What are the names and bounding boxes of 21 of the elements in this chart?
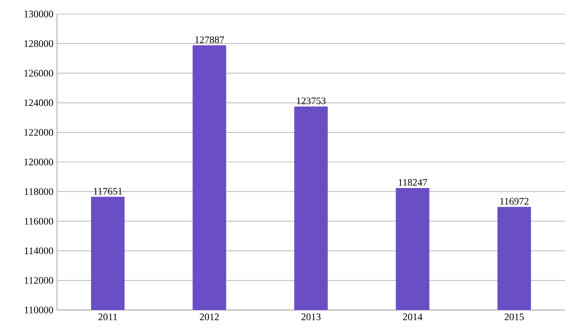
y-tick-label: 120000	[24, 158, 54, 166]
y-tick-label: 130000	[24, 10, 54, 18]
x-tick-label: 2013	[301, 314, 321, 320]
x-tick-label: 2014	[403, 314, 422, 320]
y-tick-label: 114000	[24, 247, 54, 254]
y-tick-label: 122000	[24, 129, 54, 136]
y-tick-label: 124000	[24, 99, 54, 106]
data-label: 118247	[398, 179, 428, 186]
data-label: 127887	[195, 36, 224, 44]
y-tick-label: 128000	[24, 40, 54, 47]
x-tick-label: 2015	[504, 314, 524, 320]
data-label: 117651	[94, 188, 122, 195]
y-tick-label: 116000	[24, 218, 54, 225]
y-tick-label: 112000	[24, 277, 54, 284]
y-tick-label: 126000	[24, 70, 54, 77]
data-label: 116972	[500, 198, 528, 205]
y-tick-label: 118000	[24, 188, 54, 195]
data-label: 123753	[296, 98, 326, 104]
y-tick-label: 110000	[24, 306, 54, 314]
x-tick-label: 2011	[98, 314, 117, 320]
x-tick-label: 2012	[200, 314, 219, 320]
